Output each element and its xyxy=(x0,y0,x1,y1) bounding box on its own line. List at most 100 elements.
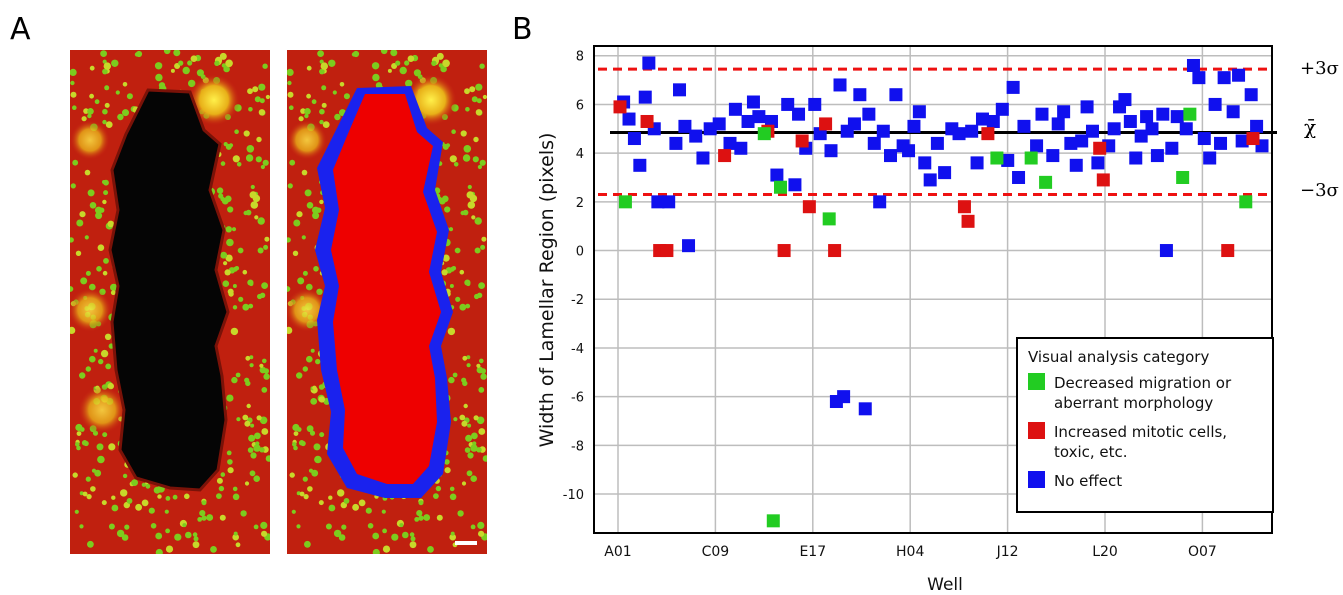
nucleus xyxy=(472,156,479,163)
nucleus xyxy=(249,470,256,477)
nucleus xyxy=(122,109,129,117)
nucleus xyxy=(199,510,206,517)
nucleus xyxy=(233,531,238,536)
nucleus xyxy=(358,499,366,507)
nucleus xyxy=(467,184,472,190)
nucleus xyxy=(319,432,325,438)
nucleus xyxy=(117,113,124,121)
nucleus xyxy=(287,326,293,334)
nucleus xyxy=(232,493,240,501)
point-increased xyxy=(819,117,833,131)
nucleus xyxy=(371,62,380,70)
nucleus xyxy=(115,90,120,95)
nucleus xyxy=(235,542,241,548)
nucleus xyxy=(90,486,96,492)
nucleus xyxy=(87,189,95,197)
nucleus xyxy=(220,161,226,166)
point-no-effect xyxy=(678,119,692,133)
point-decreased xyxy=(1039,175,1053,189)
nucleus xyxy=(466,363,471,368)
point-no-effect xyxy=(1156,107,1170,121)
nucleus xyxy=(94,99,100,105)
point-no-effect xyxy=(651,195,665,209)
nucleus xyxy=(312,212,320,220)
nucleus xyxy=(76,431,82,436)
nucleus xyxy=(237,247,244,254)
nucleus xyxy=(372,532,380,540)
nucleus xyxy=(80,277,88,285)
nucleus xyxy=(448,227,454,232)
nucleus xyxy=(238,296,244,302)
nucleus xyxy=(223,65,230,73)
point-increased xyxy=(981,127,995,141)
point-no-effect xyxy=(1012,170,1026,184)
nucleus xyxy=(83,108,89,114)
point-no-effect xyxy=(1017,119,1031,133)
nucleus xyxy=(165,528,170,534)
nucleus xyxy=(462,355,468,361)
point-increased xyxy=(613,100,627,114)
nucleus xyxy=(178,60,184,66)
nucleus xyxy=(145,483,151,489)
point-increased xyxy=(718,149,732,163)
nucleus xyxy=(89,65,95,71)
nucleus xyxy=(455,296,461,302)
point-no-effect xyxy=(669,136,683,150)
nucleus xyxy=(454,247,461,254)
nucleus xyxy=(84,235,89,240)
nucleus xyxy=(321,85,327,91)
nucleus xyxy=(312,385,317,390)
nucleus xyxy=(243,210,248,216)
legend-label-increased-1: Increased mitotic cells, xyxy=(1054,423,1227,441)
nucleus xyxy=(404,60,410,66)
nucleus xyxy=(338,534,346,541)
nucleus xyxy=(245,380,251,387)
nucleus xyxy=(216,493,222,499)
nucleus xyxy=(102,68,108,75)
nucleus xyxy=(304,540,311,548)
nucleus xyxy=(306,93,311,99)
nucleus xyxy=(89,355,96,363)
nucleus xyxy=(182,523,187,528)
nucleus xyxy=(410,536,416,542)
nucleus xyxy=(72,105,77,110)
nucleus xyxy=(102,108,108,115)
nucleus xyxy=(442,254,450,262)
point-increased xyxy=(961,214,975,228)
x-tick-label: O07 xyxy=(1188,544,1217,560)
point-no-effect xyxy=(1150,149,1164,163)
nucleus xyxy=(81,116,87,122)
nucleus xyxy=(226,394,234,402)
nucleus xyxy=(310,348,315,353)
nucleus xyxy=(448,376,455,384)
point-no-effect xyxy=(1235,134,1249,148)
nucleus xyxy=(242,303,250,311)
nucleus xyxy=(287,183,293,189)
point-no-effect xyxy=(862,107,876,121)
nucleus xyxy=(173,50,181,57)
point-no-effect xyxy=(858,402,872,416)
point-no-effect xyxy=(770,168,784,182)
nucleus xyxy=(70,286,74,292)
nucleus xyxy=(102,180,106,184)
x-tick-label: L20 xyxy=(1092,544,1118,560)
point-no-effect xyxy=(734,141,748,155)
nucleus xyxy=(436,514,443,521)
data-points xyxy=(613,56,1269,528)
nucleus xyxy=(242,269,248,275)
nucleus xyxy=(463,403,468,409)
nucleus xyxy=(445,143,451,148)
nucleus xyxy=(321,102,327,108)
nucleus xyxy=(467,201,476,209)
nucleus xyxy=(111,504,119,512)
nucleus xyxy=(101,500,107,506)
panel-letter-b: B xyxy=(512,12,533,47)
nucleus xyxy=(407,55,415,62)
legend-swatch-decreased xyxy=(1028,373,1045,390)
nucleus xyxy=(154,62,163,70)
point-no-effect xyxy=(682,239,696,253)
nucleus xyxy=(120,489,128,497)
nucleus xyxy=(257,217,265,225)
nucleus xyxy=(182,66,190,75)
point-no-effect xyxy=(622,112,636,126)
